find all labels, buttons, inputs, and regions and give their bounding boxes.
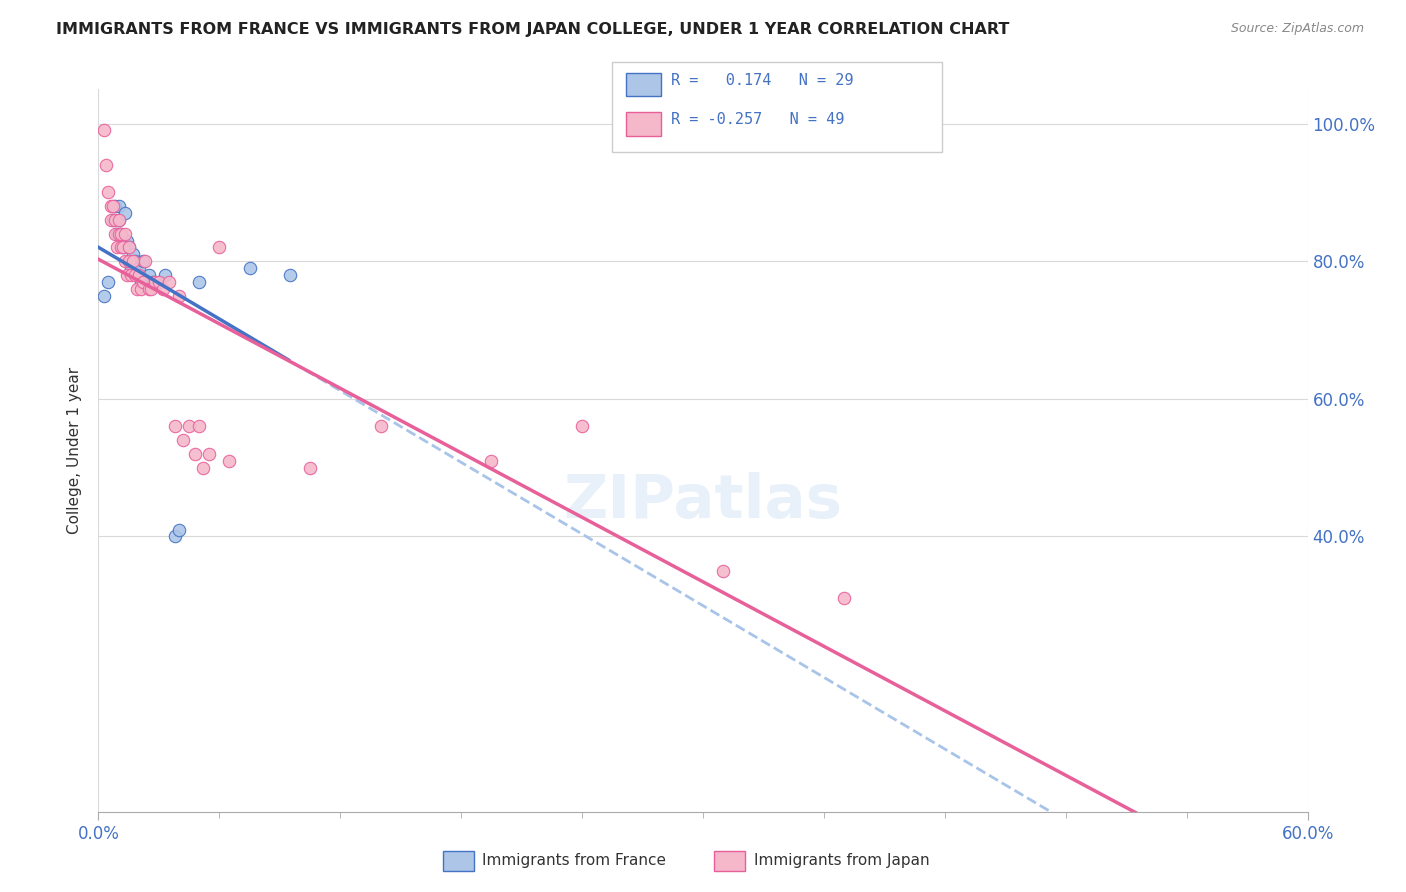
Point (105, 240, 128, 254)
Point (115, 234, 138, 248)
Point (93, 123, 115, 137)
Point (139, 282, 162, 296)
Text: Immigrants from Japan: Immigrants from Japan (754, 854, 929, 868)
Point (711, 564, 734, 578)
Point (163, 419, 186, 434)
Point (110, 227, 132, 241)
Point (118, 240, 141, 254)
Point (111, 240, 134, 254)
Point (125, 268, 148, 282)
Point (115, 268, 138, 282)
Point (193, 460, 215, 475)
Point (110, 227, 132, 241)
Point (239, 261, 262, 276)
Point (278, 268, 301, 282)
Point (134, 254, 156, 268)
Point (118, 240, 141, 254)
Point (100, 199, 122, 213)
Point (198, 447, 221, 461)
Point (120, 261, 142, 276)
Point (132, 275, 155, 289)
Point (188, 275, 211, 289)
Point (103, 213, 125, 227)
Point (128, 261, 150, 276)
Point (129, 275, 152, 289)
Point (148, 275, 170, 289)
Point (208, 240, 231, 254)
Point (107, 213, 129, 227)
Text: ZIPatlas: ZIPatlas (564, 472, 842, 531)
Point (167, 523, 190, 537)
Point (179, 419, 201, 434)
Point (138, 268, 160, 282)
Point (107, 213, 129, 227)
Point (114, 227, 136, 241)
Point (481, 454, 503, 468)
Point (138, 282, 160, 296)
Point (100, 213, 122, 227)
Point (132, 254, 155, 268)
Point (121, 247, 143, 261)
Point (101, 199, 124, 213)
Text: IMMIGRANTS FROM FRANCE VS IMMIGRANTS FROM JAPAN COLLEGE, UNDER 1 YEAR CORRELATIO: IMMIGRANTS FROM FRANCE VS IMMIGRANTS FRO… (56, 22, 1010, 37)
Point (124, 268, 146, 282)
Point (107, 227, 129, 241)
Point (172, 433, 194, 447)
Point (299, 460, 322, 475)
Point (97, 275, 120, 289)
Point (114, 206, 136, 220)
Point (128, 268, 150, 282)
Point (118, 254, 141, 268)
Text: R =   0.174   N = 29: R = 0.174 N = 29 (671, 73, 853, 88)
Text: R = -0.257   N = 49: R = -0.257 N = 49 (671, 112, 844, 128)
Point (97, 186, 120, 200)
Point (184, 447, 207, 461)
Point (111, 240, 134, 254)
Point (218, 454, 240, 468)
Point (114, 254, 136, 268)
Point (103, 227, 125, 241)
Point (93, 288, 115, 302)
Point (107, 199, 129, 213)
Point (121, 254, 143, 268)
Point (142, 275, 165, 289)
Text: Source: ZipAtlas.com: Source: ZipAtlas.com (1230, 22, 1364, 36)
Y-axis label: College, Under 1 year: College, Under 1 year (67, 367, 83, 534)
Point (153, 268, 176, 282)
Point (370, 419, 392, 434)
Point (129, 282, 152, 296)
Point (188, 419, 211, 434)
Point (571, 419, 593, 434)
Point (167, 288, 190, 302)
Point (110, 240, 132, 254)
Point (124, 254, 146, 268)
Point (143, 275, 166, 289)
Point (152, 282, 174, 296)
Point (125, 282, 148, 296)
Point (148, 275, 170, 289)
Point (120, 268, 142, 282)
Point (163, 529, 186, 543)
Point (832, 591, 855, 606)
Text: Immigrants from France: Immigrants from France (482, 854, 666, 868)
Point (105, 227, 128, 241)
Point (118, 254, 141, 268)
Point (157, 275, 180, 289)
Point (103, 199, 125, 213)
Point (101, 213, 124, 227)
Point (96, 158, 118, 172)
